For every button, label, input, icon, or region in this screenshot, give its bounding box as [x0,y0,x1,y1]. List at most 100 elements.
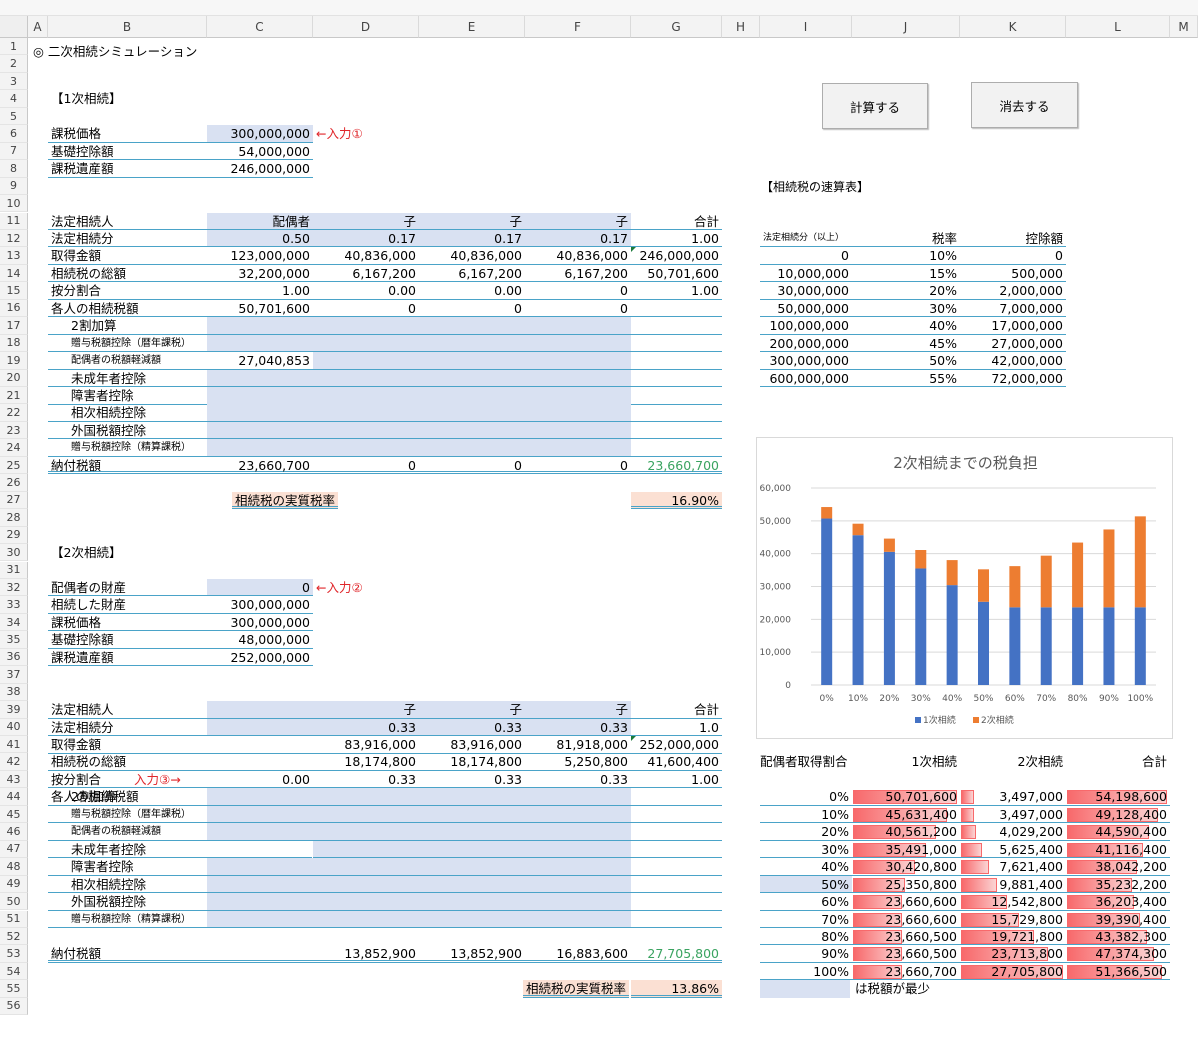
row-header[interactable]: 28 [0,509,28,527]
bar-first-70pct[interactable] [1040,607,1052,685]
input-area[interactable] [207,369,631,388]
input-area[interactable] [207,387,631,405]
row-header[interactable]: 11 [0,212,28,230]
row-header[interactable]: 47 [0,840,28,859]
column-header-b[interactable]: B [48,16,207,38]
row-header[interactable]: 12 [0,229,28,248]
tax-burden-chart[interactable]: 2次相続までの税負担 0 10,000 20,000 30,000 40,000 50,0… [756,437,1173,739]
bar-second-70pct[interactable] [1040,555,1052,608]
bar-second-30pct[interactable] [915,550,927,569]
row-header[interactable]: 43 [0,770,28,789]
row-header[interactable]: 17 [0,317,28,335]
row-header[interactable]: 7 [0,142,28,161]
input-area[interactable] [207,421,631,440]
row-header[interactable]: 15 [0,282,28,300]
column-header-a[interactable]: A [28,16,48,38]
row-header[interactable]: 39 [0,701,28,719]
row-header[interactable]: 50 [0,893,28,911]
calculate-button[interactable]: 計算する [822,83,928,129]
column-header-c[interactable]: C [207,16,313,38]
column-header-k[interactable]: K [960,16,1066,38]
row-header[interactable]: 33 [0,596,28,614]
input-area[interactable] [207,858,631,876]
row-header[interactable]: 1 [0,38,28,56]
input-area[interactable] [207,334,631,353]
input-area[interactable] [207,805,631,824]
row-header[interactable]: 41 [0,736,28,754]
column-header-i[interactable]: I [760,16,852,38]
row-header[interactable]: 35 [0,631,28,649]
row-header[interactable]: 18 [0,334,28,353]
bar-second-10pct[interactable] [852,523,864,536]
row-header[interactable]: 22 [0,404,28,422]
column-header-d[interactable]: D [313,16,419,38]
value-zaisan[interactable]: 0 [207,578,313,597]
bar-first-50pct[interactable] [978,601,989,685]
column-header-j[interactable]: J [852,16,960,38]
input-area[interactable] [207,893,631,911]
row-header[interactable]: 32 [0,578,28,597]
row-header[interactable]: 6 [0,125,28,143]
bar-second-100pct[interactable] [1134,516,1146,608]
row-header[interactable]: 2 [0,55,28,73]
row-header[interactable]: 10 [0,195,28,213]
row-header[interactable]: 3 [0,72,28,91]
input-area[interactable] [207,875,631,894]
row-header[interactable]: 44 [0,788,28,806]
bar-second-80pct[interactable] [1072,542,1084,608]
row-header[interactable]: 25 [0,456,28,475]
row-header[interactable]: 20 [0,369,28,387]
bar-second-60pct[interactable] [1009,566,1021,608]
bar-second-50pct[interactable] [978,569,989,602]
row-header[interactable]: 36 [0,648,28,667]
row-header[interactable]: 37 [0,666,28,684]
input-area[interactable] [207,439,631,457]
bar-first-10pct[interactable] [852,535,864,685]
row-header[interactable]: 40 [0,718,28,736]
bar-first-0pct[interactable] [821,518,833,685]
bar-first-80pct[interactable] [1072,607,1084,685]
row-header[interactable]: 23 [0,421,28,440]
row-header[interactable]: 51 [0,910,28,928]
bar-first-40pct[interactable] [946,585,958,685]
row-header[interactable]: 21 [0,387,28,405]
row-header[interactable]: 38 [0,683,28,702]
input-area[interactable] [207,910,631,928]
row-header[interactable]: 49 [0,875,28,894]
row-header[interactable]: 31 [0,561,28,579]
clear-button[interactable]: 消去する [971,82,1078,128]
row-header[interactable]: 5 [0,107,28,126]
row-header[interactable]: 30 [0,544,28,562]
row-header[interactable]: 42 [0,753,28,771]
column-header-h[interactable]: H [722,16,760,38]
column-header-l[interactable]: L [1066,16,1170,38]
row-header[interactable]: 16 [0,299,28,318]
row-header[interactable]: 55 [0,980,28,998]
row-header[interactable]: 48 [0,858,28,876]
input-area[interactable] [207,317,631,335]
bar-first-90pct[interactable] [1103,607,1115,685]
row-header[interactable]: 56 [0,997,28,1016]
row-header[interactable]: 14 [0,264,28,283]
row-header[interactable]: 19 [0,352,28,370]
bar-second-90pct[interactable] [1103,529,1115,608]
input-area[interactable] [313,352,631,370]
column-header-f[interactable]: F [525,16,631,38]
column-header-m[interactable]: M [1170,16,1198,38]
row-header[interactable]: 27 [0,491,28,510]
row-header[interactable]: 13 [0,247,28,265]
select-all-corner[interactable] [0,16,28,38]
bar-first-100pct[interactable] [1134,607,1146,685]
row-header[interactable]: 54 [0,962,28,981]
row-header[interactable]: 9 [0,177,28,196]
input-area[interactable] [207,823,631,841]
row-header[interactable]: 8 [0,160,28,178]
column-header-g[interactable]: G [631,16,722,38]
bar-first-30pct[interactable] [915,568,927,685]
row-header[interactable]: 24 [0,439,28,457]
bar-second-40pct[interactable] [946,560,958,586]
value-kazei[interactable]: 300,000,000 [207,125,313,143]
row-header[interactable]: 29 [0,526,28,545]
row-header[interactable]: 52 [0,927,28,946]
row-header[interactable]: 26 [0,474,28,492]
